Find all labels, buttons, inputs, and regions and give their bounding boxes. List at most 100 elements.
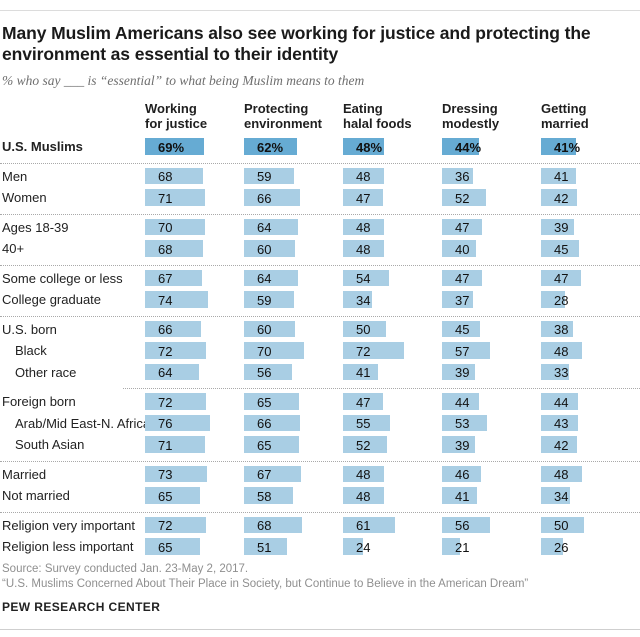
bar-cell: 64	[145, 363, 244, 386]
bar	[442, 320, 481, 337]
bar-value: 48%	[356, 139, 383, 155]
bar-value: 65	[257, 394, 272, 410]
bar-value: 34	[554, 488, 569, 504]
bar-cell: 65	[145, 487, 244, 509]
row-label: College graduate	[2, 292, 102, 307]
bar	[145, 393, 207, 410]
bar-cell: 24	[343, 538, 442, 560]
bar	[343, 138, 384, 155]
bar-value: 44	[455, 394, 470, 410]
bar	[541, 465, 582, 482]
table-row: Not married 65 58 48 41 34	[0, 487, 640, 509]
bar-value: 55	[356, 416, 371, 431]
bar-value: 47	[356, 394, 371, 410]
bar-cell: 76	[145, 414, 244, 437]
bar-cell: 72	[343, 342, 442, 364]
bar-cell: 56	[442, 516, 541, 539]
bar-cell: 50	[541, 516, 640, 539]
bar-value: 72	[356, 343, 371, 359]
bar-value: 36	[455, 169, 470, 184]
bar	[145, 516, 207, 533]
bar-cell: 48	[343, 465, 442, 488]
bar	[442, 487, 477, 504]
bar-value: 65	[158, 539, 173, 555]
bar-value: 41%	[554, 139, 581, 155]
bar-value: 60	[257, 322, 272, 337]
bar	[442, 414, 488, 431]
bar-cell: 40	[442, 240, 541, 262]
bar	[244, 363, 292, 380]
bar-cell: 65	[145, 538, 244, 560]
bar	[244, 218, 299, 235]
bar	[343, 240, 384, 257]
bar-cell: 66	[145, 320, 244, 343]
bar-cell: 56	[244, 363, 343, 386]
bar	[343, 291, 372, 308]
bar-value: 41	[356, 365, 371, 380]
table-row: College graduate 74 59 34 37 28	[0, 291, 640, 313]
bar	[442, 342, 491, 359]
bar	[145, 291, 208, 308]
bar-cell: 39	[442, 363, 541, 386]
bar-cell: 48	[343, 240, 442, 262]
bar	[343, 487, 384, 504]
row-label: Some college or less	[2, 270, 123, 286]
bar-cell: 46	[442, 465, 541, 488]
bar-cell: 28	[541, 291, 640, 313]
bar-value: 48	[554, 343, 569, 359]
bar	[145, 342, 207, 359]
source-note: Source: Survey conducted Jan. 23-May 2, …	[2, 563, 249, 575]
table-row: Black 72 70 72 57 48	[0, 342, 640, 364]
bar	[541, 167, 576, 184]
bar-cell: 50	[343, 320, 442, 343]
bar-value: 46	[455, 467, 470, 482]
bar	[343, 465, 384, 482]
bar	[541, 363, 570, 380]
bar-value: 62%	[257, 139, 284, 155]
bar	[541, 138, 576, 155]
bar	[244, 138, 297, 155]
bar-value: 48	[356, 169, 371, 184]
bar-cell: 47	[442, 218, 541, 241]
bar-value: 26	[554, 539, 569, 555]
bar	[343, 189, 383, 206]
bar-value: 52	[356, 437, 371, 453]
chart-title: Many Muslim Americans also see working f…	[2, 23, 591, 64]
bar-cell: 72	[145, 516, 244, 539]
bar	[541, 240, 580, 257]
row-label: U.S. Muslims	[2, 139, 83, 154]
bar-cell: 48	[343, 487, 442, 509]
bar-value: 67	[257, 467, 272, 482]
bar-cell: 34	[541, 487, 640, 509]
bar	[244, 189, 301, 206]
bar-value: 65	[158, 488, 173, 504]
bar	[145, 167, 203, 184]
bar-cell: 26	[541, 538, 640, 560]
bar-cell: 72	[145, 393, 244, 415]
bar-cell: 52	[442, 189, 541, 211]
bar	[145, 436, 206, 453]
bar	[442, 218, 482, 235]
row-label: Women	[2, 190, 47, 205]
bottom-divider	[0, 629, 640, 630]
bar	[541, 218, 575, 235]
bar-cell: 47	[442, 269, 541, 292]
table-row: U.S. born 66 60 50 45 38	[0, 320, 640, 343]
bar	[343, 167, 384, 184]
table-row: U.S. Muslims 69% 62% 48% 44% 41%	[0, 138, 640, 160]
bar-cell: 44%	[442, 138, 541, 160]
table-row: South Asian 71 65 52 39 42	[0, 436, 640, 458]
column-header-3: Eating halal foods	[343, 101, 412, 131]
bar-cell: 68	[145, 167, 244, 190]
bar	[145, 320, 202, 337]
bar	[541, 189, 577, 206]
table-row: 40+ 68 60 48 40 45	[0, 240, 640, 262]
bar-cell: 65	[244, 393, 343, 415]
bar-value: 44	[554, 394, 569, 410]
bar	[244, 269, 299, 286]
bar-value: 52	[455, 190, 470, 206]
bar-value: 41	[554, 169, 569, 184]
bar-cell: 41%	[541, 138, 640, 160]
bar	[145, 240, 203, 257]
bar-value: 39	[554, 220, 569, 235]
